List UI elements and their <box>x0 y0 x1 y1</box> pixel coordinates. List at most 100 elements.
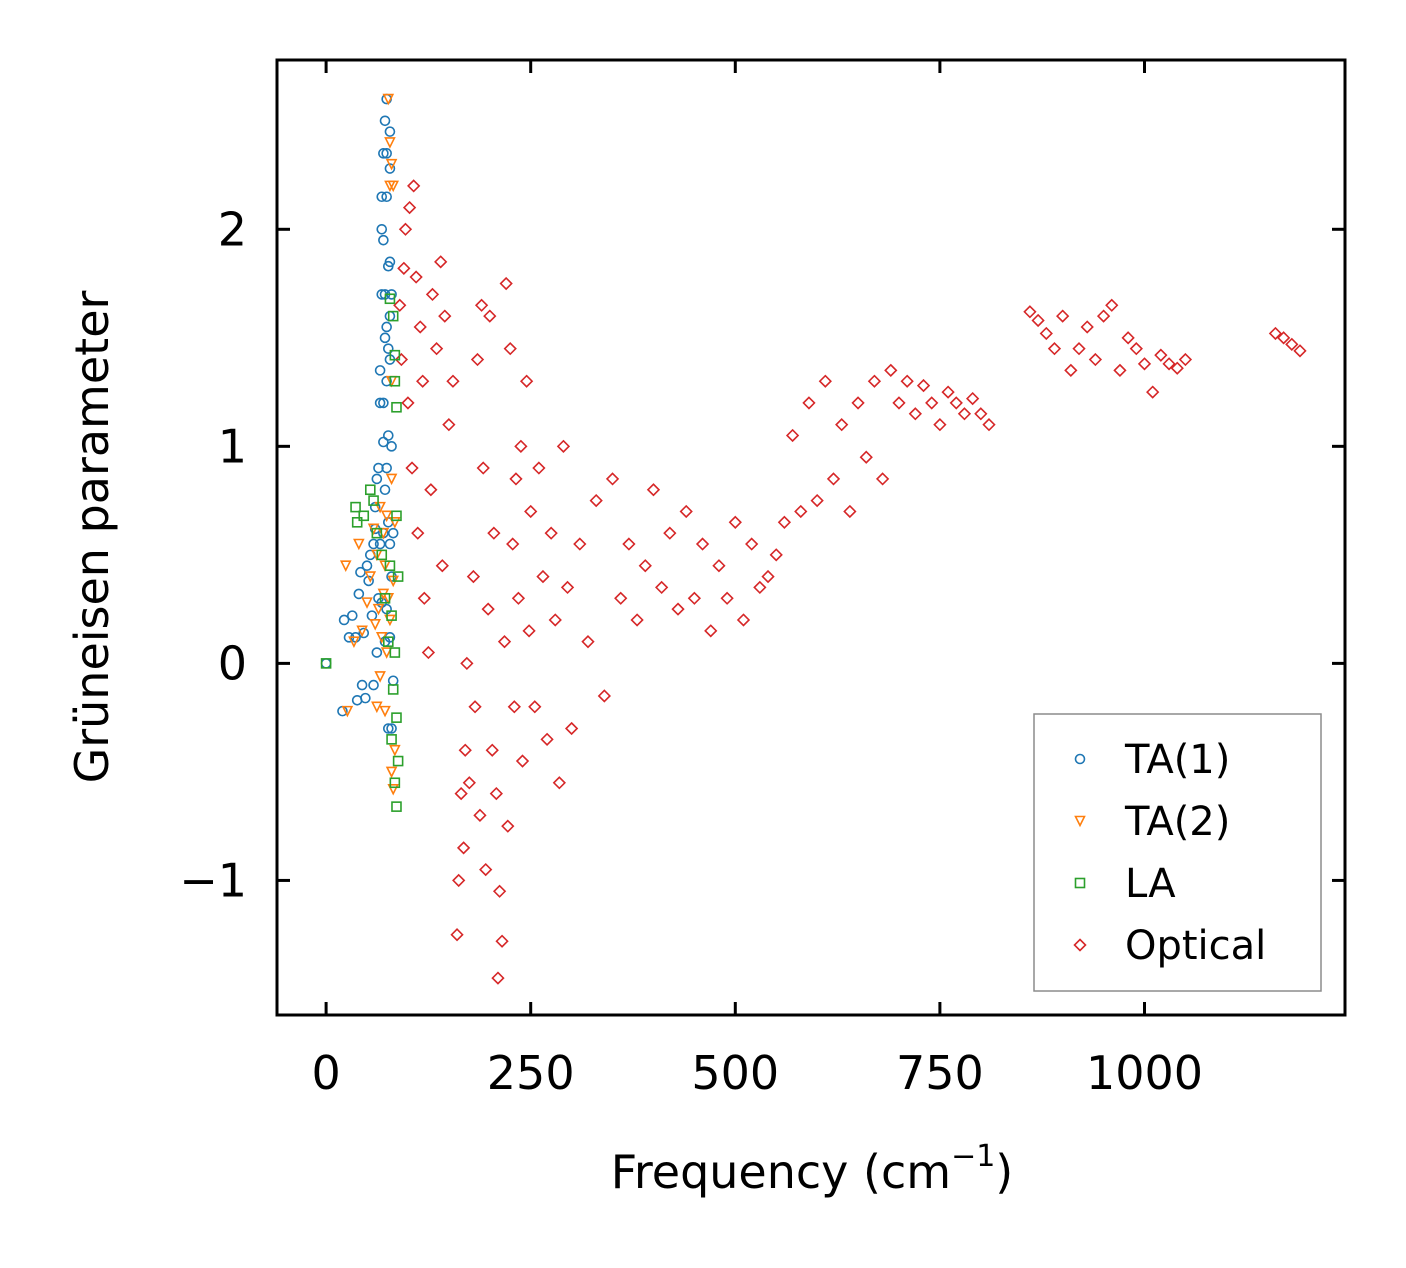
point-optical-1 <box>394 352 409 367</box>
point-ta1-7 <box>353 588 365 600</box>
point-ta2-26 <box>385 158 398 171</box>
point-la-1 <box>350 501 361 513</box>
point-optical-89 <box>753 580 767 595</box>
point-ta2-33 <box>389 517 401 529</box>
point-optical-48 <box>506 537 520 551</box>
point-ta1-64 <box>387 527 399 539</box>
point-ta1-33 <box>378 397 389 409</box>
point-optical-50 <box>509 472 523 486</box>
legend-label-la: LA <box>1125 861 1176 907</box>
point-ta1-42 <box>381 148 392 159</box>
point-ta2-4 <box>356 625 368 638</box>
point-optical-123 <box>1064 363 1078 378</box>
point-optical-102 <box>859 450 873 464</box>
point-optical-32 <box>473 808 487 822</box>
point-ta1-8 <box>355 566 366 578</box>
point-ta2-5 <box>361 597 373 609</box>
point-optical-109 <box>916 378 931 393</box>
legend-marker-ta1 <box>1074 753 1086 765</box>
point-ta1-16 <box>368 538 379 550</box>
legend-marker-la <box>1074 877 1086 889</box>
point-optical-11 <box>416 374 430 388</box>
x-tick-label-3: 750 <box>896 1046 984 1100</box>
point-la-6 <box>371 527 383 539</box>
point-optical-65 <box>560 580 575 595</box>
x-axis-label: Frequency (cm−1) <box>611 1139 1014 1199</box>
point-optical-22 <box>450 928 464 942</box>
point-optical-127 <box>1096 309 1111 323</box>
point-la-11 <box>384 560 396 572</box>
point-optical-7 <box>407 179 421 193</box>
point-optical-90 <box>761 569 775 584</box>
point-optical-70 <box>597 689 611 703</box>
point-ta2-3 <box>353 538 365 551</box>
point-optical-99 <box>835 418 849 432</box>
point-optical-121 <box>1047 342 1062 356</box>
point-optical-119 <box>1031 313 1045 328</box>
point-optical-44 <box>497 635 512 649</box>
point-ta1-17 <box>368 679 379 691</box>
x-axis-label-superscript: −1 <box>951 1139 995 1174</box>
point-optical-57 <box>528 700 542 714</box>
point-optical-55 <box>522 624 536 638</box>
point-optical-126 <box>1088 352 1103 367</box>
point-optical-122 <box>1056 309 1070 323</box>
point-la-24 <box>392 571 404 582</box>
y-tick-label-3: 2 <box>218 202 247 256</box>
x-axis-label-main: Frequency (cm <box>611 1145 951 1199</box>
x-tick-label-0: 0 <box>311 1046 340 1100</box>
point-optical-88 <box>745 537 759 551</box>
point-optical-38 <box>485 743 499 757</box>
point-ta1-2 <box>338 614 350 626</box>
point-optical-9 <box>411 526 425 540</box>
point-optical-14 <box>424 483 438 497</box>
point-optical-60 <box>540 732 554 746</box>
point-optical-21 <box>446 374 460 388</box>
point-optical-120 <box>1039 326 1053 341</box>
point-optical-16 <box>429 342 444 356</box>
point-optical-100 <box>843 504 857 519</box>
point-optical-103 <box>867 374 882 388</box>
point-la-8 <box>379 592 391 604</box>
point-la-25 <box>392 755 404 767</box>
point-ta1-31 <box>378 234 389 246</box>
point-optical-8 <box>409 270 423 284</box>
point-ta1-55 <box>384 256 396 268</box>
point-optical-91 <box>769 548 783 562</box>
point-ta1-58 <box>384 538 396 550</box>
point-ta1-4 <box>346 610 358 621</box>
point-optical-30 <box>468 700 482 714</box>
point-optical-41 <box>491 971 505 985</box>
point-la-10 <box>384 293 396 305</box>
point-optical-82 <box>695 537 710 551</box>
legend: TA(1) TA(2) LA Optical <box>1033 713 1322 992</box>
point-optical-87 <box>736 613 751 627</box>
point-la-4 <box>364 484 376 496</box>
point-optical-12 <box>417 591 431 605</box>
point-ta2-20 <box>380 510 393 523</box>
point-optical-140 <box>1285 337 1299 351</box>
series-la <box>320 293 404 812</box>
point-ta2-0 <box>339 560 352 573</box>
point-ta1-38 <box>379 332 391 344</box>
point-ta2-8 <box>369 619 382 631</box>
point-ta1-20 <box>371 473 383 485</box>
point-optical-118 <box>1023 305 1037 319</box>
point-optical-71 <box>605 472 620 486</box>
point-la-12 <box>386 610 397 621</box>
point-optical-18 <box>435 559 449 573</box>
point-optical-134 <box>1154 348 1168 362</box>
point-optical-56 <box>524 504 538 519</box>
point-optical-93 <box>785 428 800 443</box>
point-optical-24 <box>454 786 468 801</box>
point-ta1-53 <box>384 126 396 137</box>
point-optical-20 <box>442 418 456 432</box>
point-ta1-63 <box>386 723 397 734</box>
point-optical-58 <box>532 461 546 475</box>
point-ta1-29 <box>376 191 388 203</box>
plot-frame <box>275 58 1347 1017</box>
point-la-9 <box>383 636 394 647</box>
point-optical-26 <box>458 743 472 757</box>
